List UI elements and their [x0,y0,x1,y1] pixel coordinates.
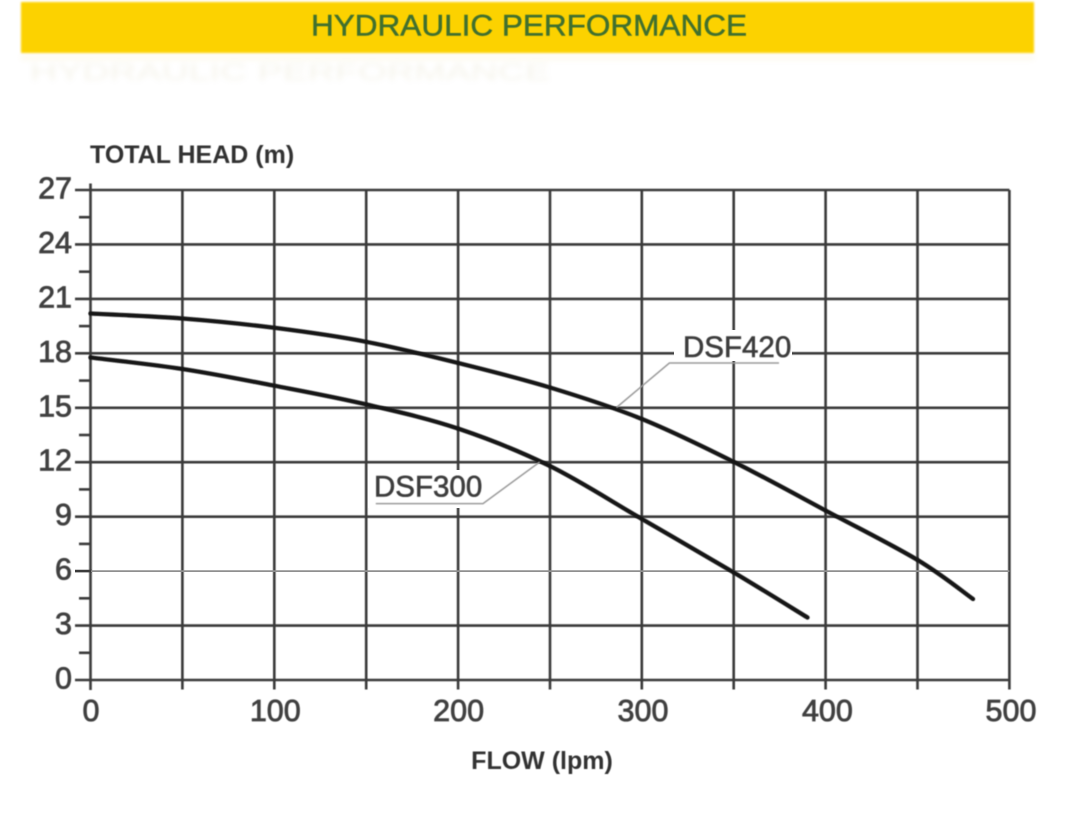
svg-text:FLOW (lpm): FLOW (lpm) [471,747,613,775]
svg-text:21: 21 [38,280,72,314]
svg-text:27: 27 [38,172,72,206]
svg-text:HYDRAULIC PERFORMANCE: HYDRAULIC PERFORMANCE [311,10,747,43]
svg-text:6: 6 [55,553,72,587]
svg-text:HYDRAULIC PERFORMANCE: HYDRAULIC PERFORMANCE [30,59,550,86]
svg-text:24: 24 [38,226,72,260]
svg-text:3: 3 [55,607,72,641]
svg-text:200: 200 [433,694,484,728]
svg-text:DSF420: DSF420 [683,331,791,364]
svg-text:TOTAL HEAD (m): TOTAL HEAD (m) [90,141,294,169]
svg-text:100: 100 [250,694,301,728]
svg-text:0: 0 [83,694,100,728]
svg-text:DSF300: DSF300 [374,471,482,504]
svg-text:15: 15 [38,389,72,423]
svg-text:9: 9 [55,498,72,532]
svg-text:500: 500 [986,694,1037,728]
svg-text:18: 18 [38,335,72,369]
svg-text:300: 300 [618,694,669,728]
svg-text:400: 400 [802,694,853,728]
svg-text:0: 0 [55,662,72,696]
svg-text:12: 12 [38,444,72,478]
